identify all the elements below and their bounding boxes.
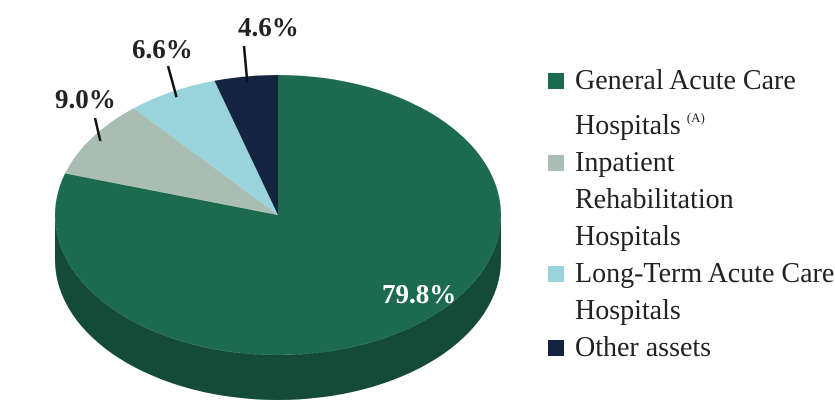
data-label: 9.0% (55, 84, 116, 114)
legend-label: Inpatient Rehabilitation Hospitals (575, 147, 734, 252)
leader-line (242, 45, 249, 83)
leader-line (93, 117, 102, 142)
data-label: 79.8% (382, 279, 456, 309)
legend-note: (A) (686, 110, 705, 125)
legend-item: Other assets (548, 329, 835, 366)
legend-label: General Acute Care Hospitals (575, 65, 796, 141)
legend-item: Inpatient Rehabilitation Hospitals (548, 144, 835, 255)
legend-label: Long-Term Acute Care Hospitals (575, 258, 835, 326)
legend: General Acute Care Hospitals (A) Inpatient… (548, 62, 835, 366)
pie-slice (65, 108, 278, 215)
data-label: 6.6% (132, 34, 193, 64)
legend-item: General Acute Care Hospitals (A) (548, 62, 835, 144)
legend-item: Long-Term Acute Care Hospitals (548, 255, 835, 329)
legend-swatch (548, 155, 564, 171)
legend-swatch (548, 340, 564, 356)
pie-side (55, 215, 501, 400)
leader-line (166, 65, 178, 98)
legend-swatch (548, 266, 564, 282)
pie-slice (214, 75, 278, 215)
data-label: 4.6% (238, 12, 299, 42)
legend-label: Other assets (575, 332, 712, 363)
pie-slice (133, 80, 278, 215)
legend-swatch (548, 73, 564, 89)
